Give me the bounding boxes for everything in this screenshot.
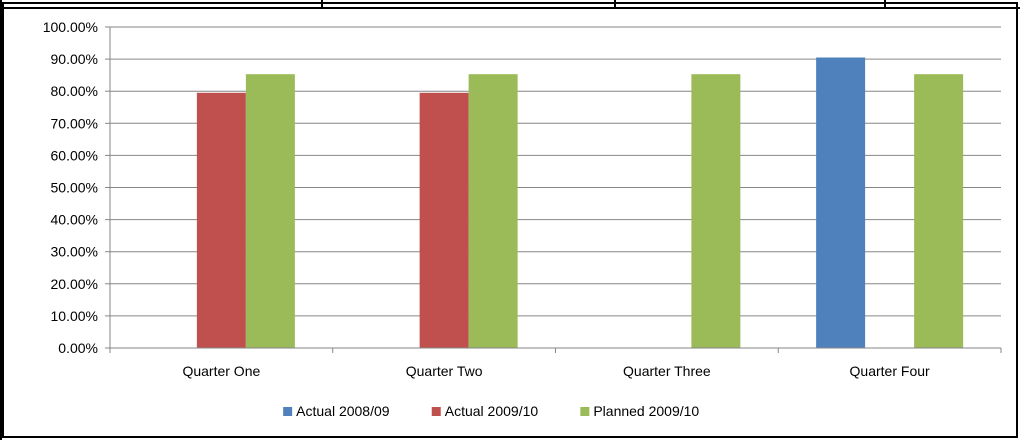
y-tick-label-4: 40.00% — [51, 212, 98, 228]
x-tick-label-0: Quarter One — [182, 363, 260, 379]
x-tick-label-2: Quarter Three — [623, 363, 711, 379]
y-tick-label-9: 90.00% — [51, 51, 98, 67]
legend-label-planned-2009-10: Planned 2009/10 — [593, 403, 699, 419]
bars — [196, 57, 964, 349]
bar-actual-2009-10-quarter-one — [196, 92, 246, 349]
y-tick-label-0: 0.00% — [58, 340, 98, 356]
bar-actual-2009-10-quarter-two — [419, 92, 469, 349]
bar-actual-2008-09-quarter-four — [816, 57, 866, 349]
y-tick-labels: 0.00% 10.00% 20.00% 30.00% 40.00% 50.00% 60.00… — [43, 19, 98, 356]
y-tick-label-5: 50.00% — [51, 180, 98, 196]
y-tick-label-1: 10.00% — [51, 308, 98, 324]
axes — [105, 26, 1002, 353]
legend: Actual 2008/09 Actual 2009/10 Planned 2009… — [283, 403, 699, 419]
y-tick-label-8: 80.00% — [51, 83, 98, 99]
x-tick-labels: Quarter One Quarter Two Quarter Three Quart… — [182, 363, 930, 379]
y-tick-label-2: 20.00% — [51, 276, 98, 292]
y-tick-label-7: 70.00% — [51, 115, 98, 131]
y-tick-label-10: 100.00% — [43, 19, 98, 35]
y-tick-label-3: 30.00% — [51, 244, 98, 260]
x-tick-label-3: Quarter Four — [850, 363, 930, 379]
x-tick-label-1: Quarter Two — [406, 363, 483, 379]
legend-swatch-planned-2009-10 — [580, 407, 590, 416]
legend-swatch-actual-2008-09 — [283, 407, 293, 416]
legend-swatch-actual-2009-10 — [431, 407, 441, 416]
legend-label-actual-2008-09: Actual 2008/09 — [296, 403, 390, 419]
y-tick-label-6: 60.00% — [51, 147, 98, 163]
bar-planned-2009-10-quarter-two — [468, 74, 518, 348]
bar-planned-2009-10-quarter-three — [691, 74, 741, 348]
bar-planned-2009-10-quarter-one — [245, 74, 295, 348]
legend-label-actual-2009-10: Actual 2009/10 — [445, 403, 539, 419]
bar-planned-2009-10-quarter-four — [914, 74, 964, 348]
